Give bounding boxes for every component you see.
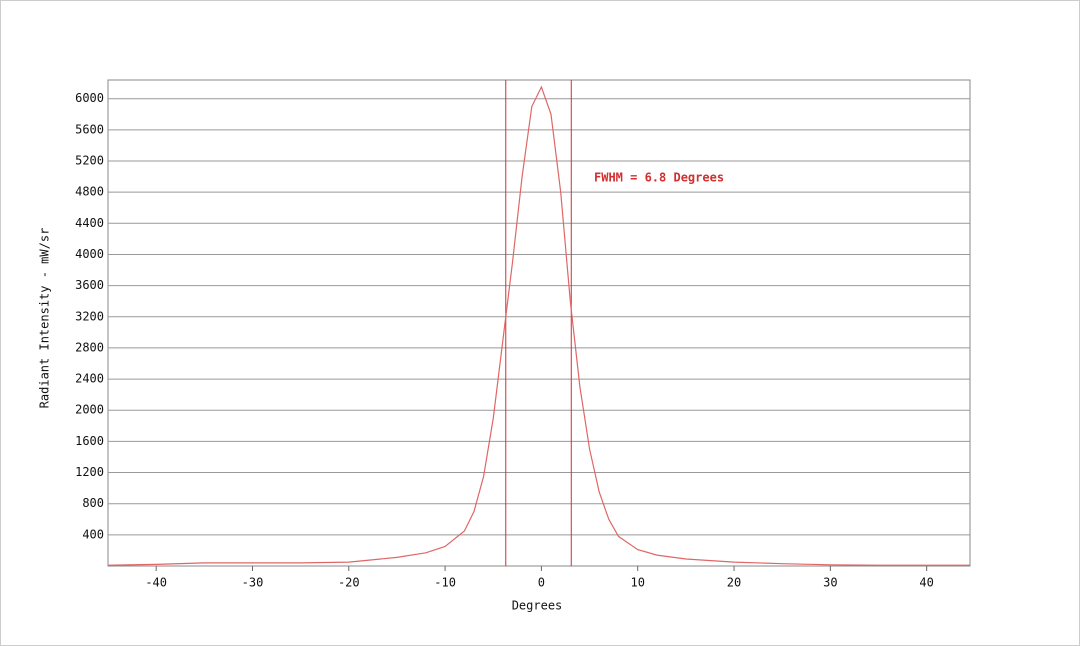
y-tick-label: 4800 [75,185,104,199]
x-axis-label: Degrees [512,599,563,613]
y-tick-label: 3600 [75,278,104,292]
x-tick-label: -30 [242,576,264,590]
x-tick-label: 20 [727,576,741,590]
y-tick-label: 2000 [75,403,104,417]
y-tick-label: 400 [82,527,104,541]
x-tick-label: -20 [338,576,360,590]
y-tick-label: 800 [82,496,104,510]
x-tick-label: 40 [919,576,933,590]
y-tick-label: 5600 [75,122,104,136]
x-tick-label: 30 [823,576,837,590]
x-tick-label: 10 [630,576,644,590]
x-tick-label: -10 [434,576,456,590]
y-tick-label: 6000 [75,91,104,105]
x-tick-label: 0 [538,576,545,590]
y-tick-label: 1600 [75,434,104,448]
y-tick-label: 2800 [75,340,104,354]
y-axis-label: Radiant Intensity - mW/sr [38,228,52,409]
x-tick-label: -40 [145,576,167,590]
fwhm-annotation: FWHM = 6.8 Degrees [594,171,724,185]
y-tick-label: 5200 [75,154,104,168]
y-tick-label: 1200 [75,465,104,479]
y-tick-label: 4000 [75,247,104,261]
y-tick-label: 2400 [75,372,104,386]
intensity-line [107,85,970,566]
y-tick-label: 3200 [75,309,104,323]
plot-area [107,79,971,567]
y-tick-label: 4400 [75,216,104,230]
